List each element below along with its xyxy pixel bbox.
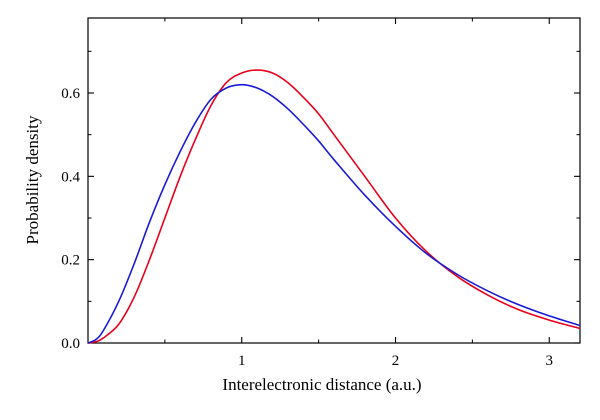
series-line-1: [87, 69, 581, 344]
y-tick-label: 0.0: [61, 336, 80, 352]
x-tick-label: 1: [238, 353, 246, 369]
y-tick-label: 0.6: [61, 86, 80, 102]
x-tick-label: 3: [546, 353, 554, 369]
plot-frame: [87, 17, 581, 344]
x-tick-label: 2: [392, 353, 400, 369]
series-line-2: [87, 83, 581, 344]
tick-labels: 1 2 3 0.0 0.2 0.4 0.6: [61, 86, 553, 369]
y-tick-label: 0.2: [61, 253, 80, 269]
y-tick-label: 0.4: [61, 169, 80, 185]
y-axis-label: Probability density: [23, 115, 42, 244]
series-layer: [87, 69, 581, 344]
axis-ticks: [88, 18, 580, 344]
x-axis-label: Interelectronic distance (a.u.): [222, 375, 421, 394]
